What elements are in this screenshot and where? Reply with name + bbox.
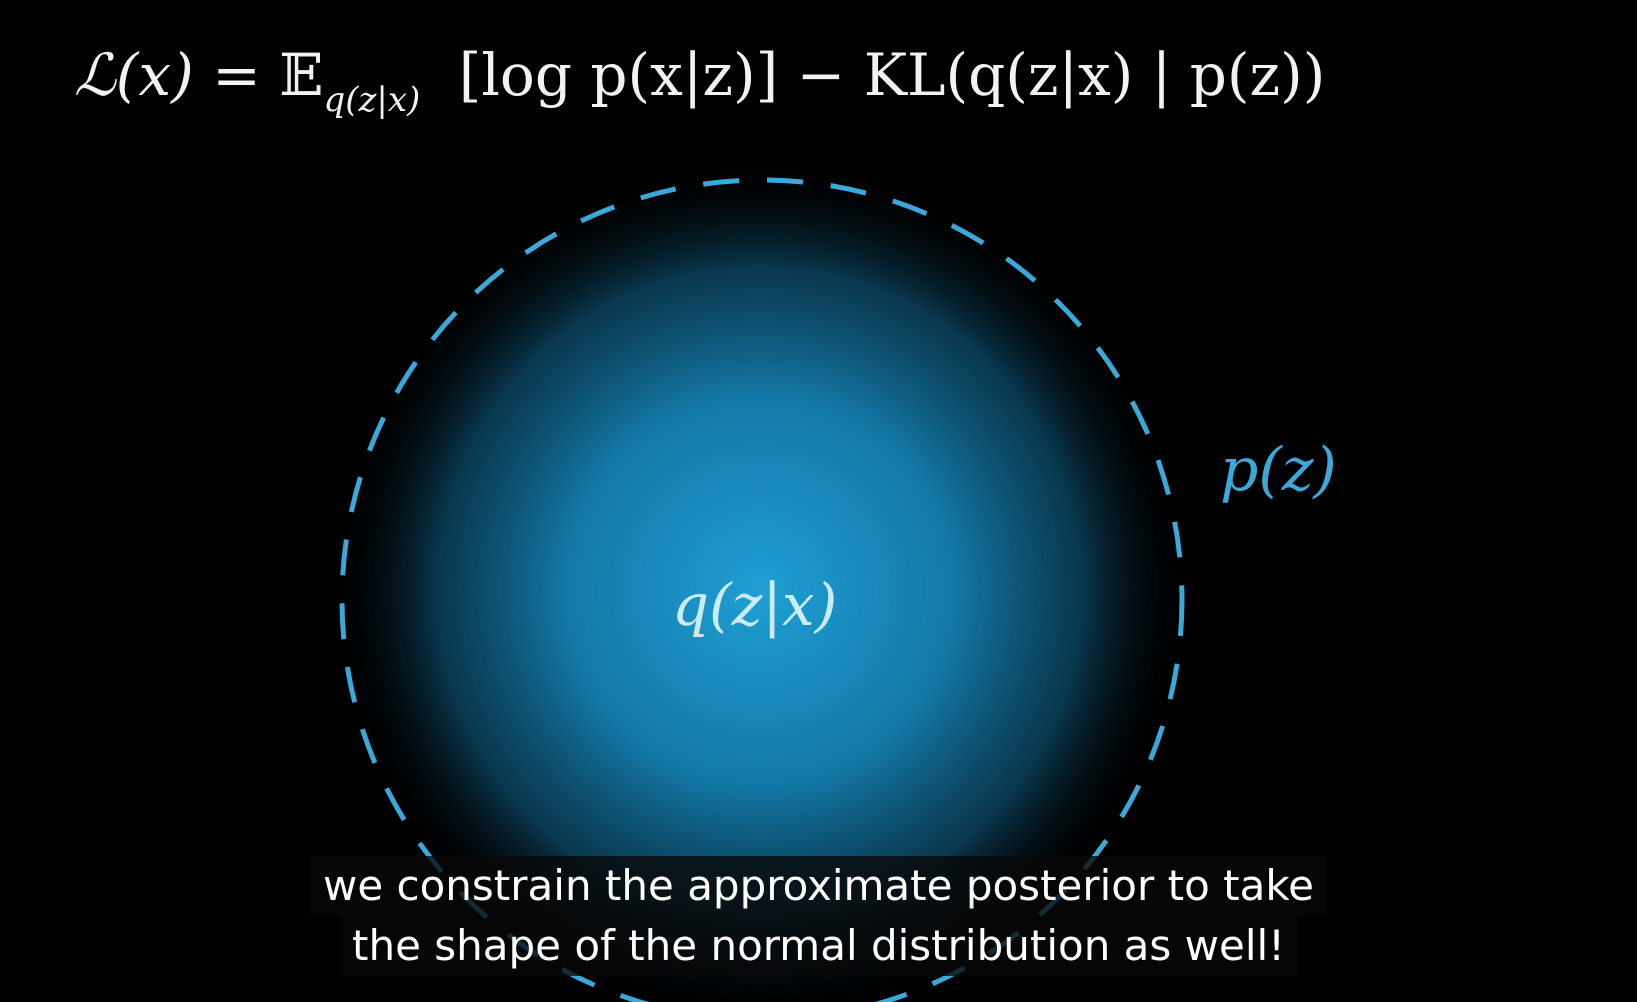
formula-minus: − <box>796 41 846 109</box>
subtitle-line-2: the shape of the normal distribution as … <box>339 916 1298 976</box>
elbo-formula: ℒ(x) = 𝔼q(z|x) [log p(x|z)] − KL(q(z|x) … <box>74 30 1325 120</box>
formula-reconstruction-term: [log p(x|z)] <box>458 41 779 109</box>
formula-equals: = <box>212 41 261 109</box>
formula-kl-term: KL(q(z|x) | p(z)) <box>863 41 1326 109</box>
posterior-distribution-blob <box>330 160 1190 1002</box>
prior-distribution-dashed-circle <box>339 177 1185 1002</box>
formula-expectation: 𝔼 <box>279 41 324 109</box>
formula-lhs: ℒ(x) <box>74 41 194 109</box>
subtitle-line-1: we constrain the approximate posterior t… <box>310 856 1327 916</box>
prior-label: p(z) <box>1220 435 1337 505</box>
subtitle-caption: we constrain the approximate posterior t… <box>0 856 1637 976</box>
posterior-label: q(z|x) <box>672 571 838 639</box>
formula-expectation-subscript: q(z|x) <box>323 80 421 120</box>
